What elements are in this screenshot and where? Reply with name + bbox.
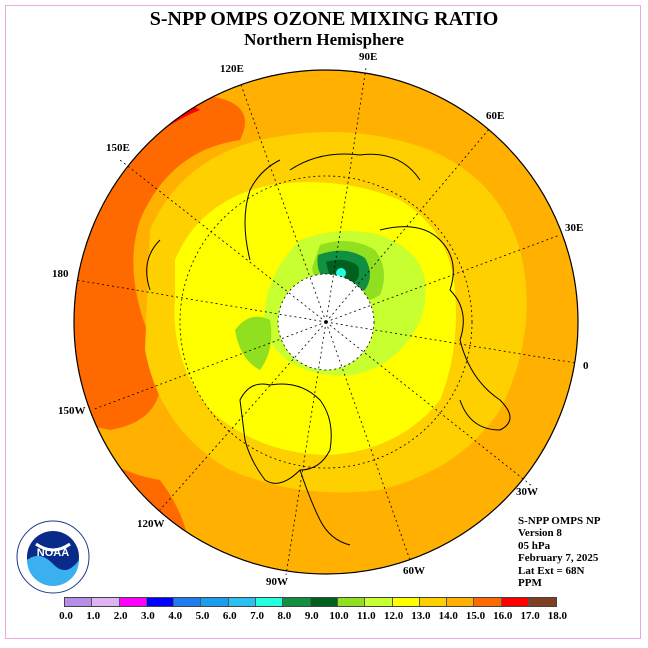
lon-label-120e: 120E xyxy=(220,63,244,75)
color-scale-label: 5.0 xyxy=(195,610,210,622)
color-scale-label: 1.0 xyxy=(86,610,101,622)
info-date: February 7, 2025 xyxy=(518,552,599,565)
color-swatch xyxy=(365,598,393,606)
color-scale-label: 4.0 xyxy=(168,610,183,622)
color-swatch xyxy=(529,598,557,606)
color-swatch xyxy=(392,598,420,606)
color-scale-label: 13.0 xyxy=(411,610,431,622)
map-title: S-NPP OMPS OZONE MIXING RATIO xyxy=(149,8,499,30)
color-scale-label: 14.0 xyxy=(438,610,458,622)
color-scale-label: 18.0 xyxy=(547,610,568,622)
lon-label-90w: 90W xyxy=(266,576,288,588)
color-swatch xyxy=(65,598,93,606)
lon-label-30w: 30W xyxy=(516,486,538,498)
lon-label-30e: 30E xyxy=(565,222,584,234)
info-instrument: S-NPP OMPS NP xyxy=(518,515,601,527)
info-pressure: 05 hPa xyxy=(518,539,551,552)
info-block: S-NPP OMPS NP Version 8 05 hPa February … xyxy=(518,515,601,589)
color-swatch xyxy=(447,598,475,606)
map-boundary xyxy=(73,69,579,575)
color-scale-label: 0.0 xyxy=(59,610,73,622)
color-swatch xyxy=(92,598,120,606)
color-scale-label: 3.0 xyxy=(141,610,155,622)
ozone-field xyxy=(74,70,578,574)
coastlines xyxy=(146,153,511,546)
color-swatch xyxy=(337,598,366,606)
lon-label-150w: 150W xyxy=(58,405,86,417)
color-swatch xyxy=(310,598,338,606)
color-scale-label: 7.0 xyxy=(250,610,264,622)
color-swatch xyxy=(474,598,502,606)
lon-label-150e: 150E xyxy=(106,142,130,154)
color-swatch xyxy=(501,598,530,606)
map-subtitle: Northern Hemisphere xyxy=(244,30,404,49)
graticule xyxy=(75,67,577,576)
color-swatch xyxy=(201,598,229,606)
info-version: Version 8 xyxy=(518,527,562,540)
info-units: PPM xyxy=(518,577,542,590)
lon-label-0: 0 xyxy=(583,360,589,372)
color-scale-label: 10.0 xyxy=(329,610,349,622)
info-lat-ext: Lat Ext = 68N xyxy=(518,564,585,577)
color-scale-label: 17.0 xyxy=(520,610,540,622)
color-swatch xyxy=(146,598,175,606)
lon-label-90e: 90E xyxy=(359,51,378,63)
color-scale-label: 2.0 xyxy=(113,610,128,622)
figure-frame xyxy=(5,5,641,639)
noaa-logo: NOAA xyxy=(16,520,90,594)
color-scale-label: 6.0 xyxy=(222,610,237,622)
svg-text:NOAA: NOAA xyxy=(37,547,69,559)
lon-label-120w: 120W xyxy=(137,518,165,530)
lon-label-60e: 60E xyxy=(486,110,505,122)
color-swatch xyxy=(228,598,257,606)
lon-label-60w: 60W xyxy=(403,565,425,577)
color-swatch xyxy=(283,598,311,606)
color-swatch xyxy=(256,598,284,606)
color-scale-label: 9.0 xyxy=(304,610,319,622)
color-scale-label: 12.0 xyxy=(383,610,404,622)
color-scale xyxy=(64,597,558,607)
color-scale-label: 11.0 xyxy=(356,610,376,622)
color-swatch xyxy=(419,598,448,606)
color-scale-label: 15.0 xyxy=(465,610,486,622)
color-scale-label: 8.0 xyxy=(277,610,292,622)
lon-label-180: 180 xyxy=(52,268,69,280)
color-scale-label: 16.0 xyxy=(493,610,513,622)
color-swatch xyxy=(174,598,202,606)
color-swatch xyxy=(119,598,147,606)
